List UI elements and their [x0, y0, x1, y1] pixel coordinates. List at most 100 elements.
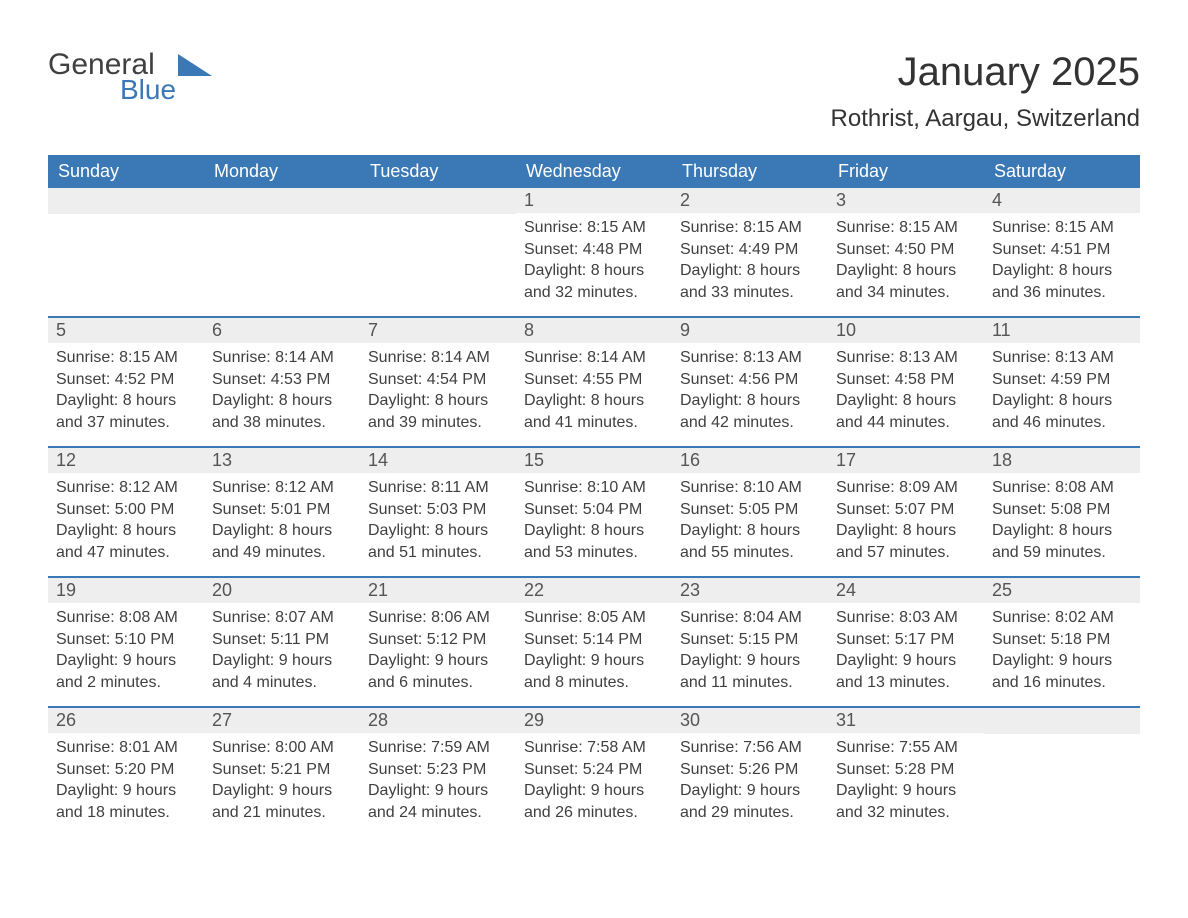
- day-number: 12: [48, 448, 204, 473]
- day-dl2: and 38 minutes.: [212, 412, 352, 434]
- day-sunrise: Sunrise: 8:05 AM: [524, 607, 664, 629]
- day-dl2: and 32 minutes.: [524, 282, 664, 304]
- day-sunset: Sunset: 4:58 PM: [836, 369, 976, 391]
- day-body: Sunrise: 8:07 AMSunset: 5:11 PMDaylight:…: [204, 603, 360, 705]
- day-dl1: Daylight: 8 hours: [680, 260, 820, 282]
- day-number: 2: [672, 188, 828, 213]
- day-sunset: Sunset: 4:54 PM: [368, 369, 508, 391]
- day-sunset: Sunset: 4:53 PM: [212, 369, 352, 391]
- day-sunset: Sunset: 4:55 PM: [524, 369, 664, 391]
- day-number: 13: [204, 448, 360, 473]
- day-cell: [48, 188, 204, 316]
- day-cell: 4Sunrise: 8:15 AMSunset: 4:51 PMDaylight…: [984, 188, 1140, 316]
- day-dl1: Daylight: 9 hours: [680, 780, 820, 802]
- day-dl1: Daylight: 8 hours: [212, 520, 352, 542]
- day-sunrise: Sunrise: 8:08 AM: [56, 607, 196, 629]
- day-sunrise: Sunrise: 8:13 AM: [836, 347, 976, 369]
- day-sunrise: Sunrise: 8:14 AM: [524, 347, 664, 369]
- page-header: General Blue January 2025 Rothrist, Aarg…: [48, 50, 1140, 133]
- calendar: SundayMondayTuesdayWednesdayThursdayFrid…: [48, 155, 1140, 836]
- day-cell: 30Sunrise: 7:56 AMSunset: 5:26 PMDayligh…: [672, 708, 828, 836]
- day-number: 11: [984, 318, 1140, 343]
- day-body: Sunrise: 8:14 AMSunset: 4:54 PMDaylight:…: [360, 343, 516, 445]
- day-body: Sunrise: 8:02 AMSunset: 5:18 PMDaylight:…: [984, 603, 1140, 705]
- day-cell: [360, 188, 516, 316]
- day-dl1: Daylight: 9 hours: [992, 650, 1132, 672]
- day-sunrise: Sunrise: 8:15 AM: [524, 217, 664, 239]
- day-body: Sunrise: 8:13 AMSunset: 4:56 PMDaylight:…: [672, 343, 828, 445]
- day-dl1: Daylight: 8 hours: [368, 390, 508, 412]
- day-body: Sunrise: 8:14 AMSunset: 4:55 PMDaylight:…: [516, 343, 672, 445]
- day-number: [48, 188, 204, 214]
- day-number: 17: [828, 448, 984, 473]
- day-sunrise: Sunrise: 8:12 AM: [56, 477, 196, 499]
- day-dl2: and 16 minutes.: [992, 672, 1132, 694]
- day-dl1: Daylight: 9 hours: [524, 780, 664, 802]
- day-sunrise: Sunrise: 8:09 AM: [836, 477, 976, 499]
- day-number: 29: [516, 708, 672, 733]
- day-body: Sunrise: 8:11 AMSunset: 5:03 PMDaylight:…: [360, 473, 516, 575]
- week-row: 26Sunrise: 8:01 AMSunset: 5:20 PMDayligh…: [48, 706, 1140, 836]
- day-dl2: and 49 minutes.: [212, 542, 352, 564]
- day-dl2: and 2 minutes.: [56, 672, 196, 694]
- day-sunset: Sunset: 4:59 PM: [992, 369, 1132, 391]
- day-dl1: Daylight: 9 hours: [212, 650, 352, 672]
- day-dl1: Daylight: 8 hours: [836, 520, 976, 542]
- day-cell: 13Sunrise: 8:12 AMSunset: 5:01 PMDayligh…: [204, 448, 360, 576]
- day-sunrise: Sunrise: 7:59 AM: [368, 737, 508, 759]
- day-header-row: SundayMondayTuesdayWednesdayThursdayFrid…: [48, 155, 1140, 188]
- day-dl1: Daylight: 8 hours: [56, 390, 196, 412]
- day-dl2: and 46 minutes.: [992, 412, 1132, 434]
- day-header: Saturday: [984, 155, 1140, 188]
- day-cell: 27Sunrise: 8:00 AMSunset: 5:21 PMDayligh…: [204, 708, 360, 836]
- day-body: Sunrise: 8:01 AMSunset: 5:20 PMDaylight:…: [48, 733, 204, 835]
- day-sunrise: Sunrise: 8:15 AM: [680, 217, 820, 239]
- week-row: 12Sunrise: 8:12 AMSunset: 5:00 PMDayligh…: [48, 446, 1140, 576]
- day-sunrise: Sunrise: 8:12 AM: [212, 477, 352, 499]
- day-dl1: Daylight: 8 hours: [836, 260, 976, 282]
- day-header: Sunday: [48, 155, 204, 188]
- day-dl1: Daylight: 9 hours: [680, 650, 820, 672]
- day-sunset: Sunset: 5:11 PM: [212, 629, 352, 651]
- day-dl1: Daylight: 9 hours: [524, 650, 664, 672]
- day-sunset: Sunset: 5:18 PM: [992, 629, 1132, 651]
- day-number: 25: [984, 578, 1140, 603]
- location-label: Rothrist, Aargau, Switzerland: [831, 105, 1140, 133]
- day-sunrise: Sunrise: 8:01 AM: [56, 737, 196, 759]
- day-sunset: Sunset: 5:23 PM: [368, 759, 508, 781]
- day-body: Sunrise: 8:15 AMSunset: 4:48 PMDaylight:…: [516, 213, 672, 315]
- day-number: [360, 188, 516, 214]
- day-cell: 17 Sunrise: 8:09 AMSunset: 5:07 PMDayligh…: [828, 448, 984, 576]
- day-sunset: Sunset: 4:52 PM: [56, 369, 196, 391]
- day-number: 24: [828, 578, 984, 603]
- day-dl2: and 42 minutes.: [680, 412, 820, 434]
- day-sunrise: Sunrise: 8:00 AM: [212, 737, 352, 759]
- day-sunset: Sunset: 5:07 PM: [836, 499, 976, 521]
- day-number: 8: [516, 318, 672, 343]
- day-sunset: Sunset: 5:05 PM: [680, 499, 820, 521]
- day-dl2: and 59 minutes.: [992, 542, 1132, 564]
- day-number: [984, 708, 1140, 734]
- day-sunset: Sunset: 4:51 PM: [992, 239, 1132, 261]
- day-dl1: Daylight: 9 hours: [56, 780, 196, 802]
- day-dl1: Daylight: 8 hours: [680, 390, 820, 412]
- day-body: Sunrise: 8:06 AMSunset: 5:12 PMDaylight:…: [360, 603, 516, 705]
- day-number: 10: [828, 318, 984, 343]
- day-cell: 6Sunrise: 8:14 AMSunset: 4:53 PMDaylight…: [204, 318, 360, 446]
- day-number: 27: [204, 708, 360, 733]
- day-dl1: Daylight: 9 hours: [368, 650, 508, 672]
- day-body: Sunrise: 8:04 AMSunset: 5:15 PMDaylight:…: [672, 603, 828, 705]
- day-sunrise: Sunrise: 7:58 AM: [524, 737, 664, 759]
- day-dl1: Daylight: 8 hours: [56, 520, 196, 542]
- day-header: Thursday: [672, 155, 828, 188]
- day-cell: 5Sunrise: 8:15 AMSunset: 4:52 PMDaylight…: [48, 318, 204, 446]
- day-sunrise: Sunrise: 8:04 AM: [680, 607, 820, 629]
- day-dl1: Daylight: 8 hours: [212, 390, 352, 412]
- day-body: Sunrise: 8:03 AMSunset: 5:17 PMDaylight:…: [828, 603, 984, 705]
- day-dl1: Daylight: 8 hours: [524, 520, 664, 542]
- day-number: 26: [48, 708, 204, 733]
- day-dl2: and 26 minutes.: [524, 802, 664, 824]
- day-sunrise: Sunrise: 8:06 AM: [368, 607, 508, 629]
- day-dl1: Daylight: 9 hours: [836, 650, 976, 672]
- day-dl2: and 39 minutes.: [368, 412, 508, 434]
